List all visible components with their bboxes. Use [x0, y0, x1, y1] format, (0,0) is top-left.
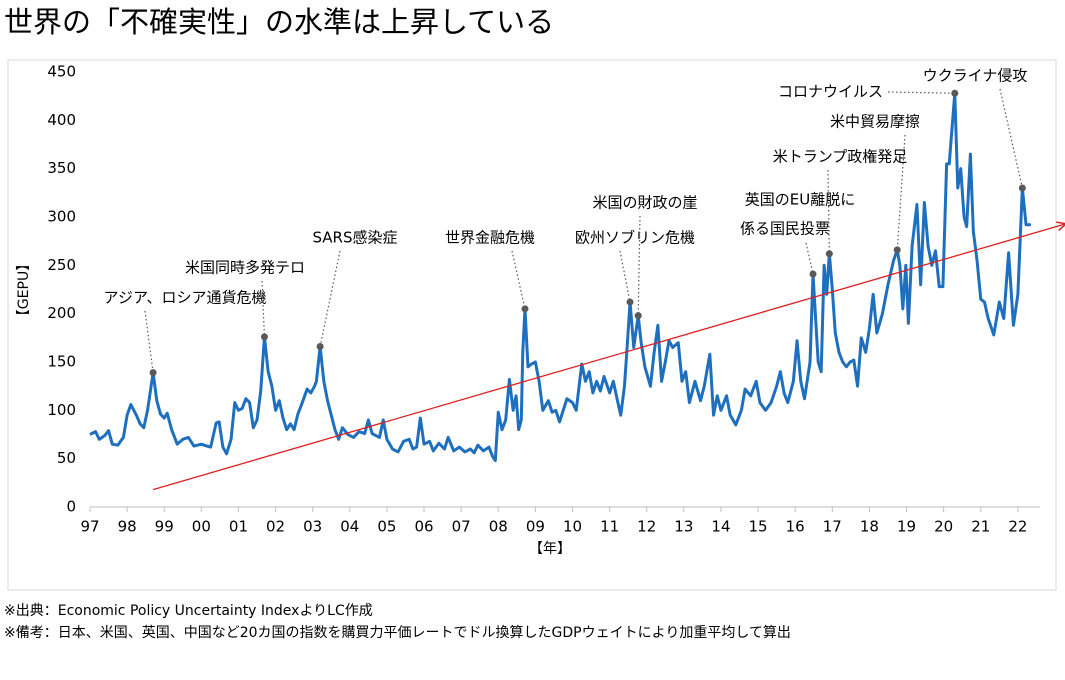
- x-tick-label: 22: [1008, 518, 1027, 536]
- y-tick-label: 150: [47, 353, 76, 371]
- y-tick-label: 0: [66, 498, 76, 516]
- y-tick-label: 50: [57, 449, 76, 467]
- x-tick-label: 03: [303, 518, 322, 536]
- x-tick-label: 97: [80, 518, 99, 536]
- x-tick-label: 08: [489, 518, 508, 536]
- y-tick-label: 100: [47, 401, 76, 419]
- x-tick-label: 11: [600, 518, 619, 536]
- x-tick-label: 00: [192, 518, 211, 536]
- annotation-leader: [805, 242, 814, 275]
- annotation-marker: [149, 369, 157, 377]
- x-tick-label: 21: [971, 518, 990, 536]
- x-tick-label: 99: [155, 518, 174, 536]
- annotation-label: 英国のEU離脱に: [745, 191, 855, 209]
- annotation-leader: [887, 91, 955, 94]
- note: ※出典：Economic Policy Uncertainty IndexよりL…: [4, 603, 373, 619]
- annotation-marker: [825, 250, 833, 258]
- annotation-label: 米中貿易摩擦: [830, 113, 920, 131]
- y-axis-label: 【GEPU】: [16, 257, 32, 323]
- annotation-leader: [144, 310, 154, 373]
- x-tick-label: 12: [637, 518, 656, 536]
- annotation-label: SARS感染症: [312, 229, 397, 247]
- x-tick-label: 18: [860, 518, 879, 536]
- trend-line: [152, 223, 1065, 491]
- chart-frame: [7, 59, 1057, 591]
- note: ※備考：日本、米国、英国、中国など20カ国の指数を購買力平価レートでドル換算した…: [4, 624, 791, 641]
- y-tick-label: 200: [47, 304, 76, 322]
- annotation-label: アジア、ロシア通貨危機: [104, 289, 267, 307]
- x-tick-label: 09: [526, 518, 545, 536]
- x-tick-label: 20: [934, 518, 953, 536]
- annotation-label: 米国同時多発テロ: [185, 259, 305, 277]
- annotation-leader: [319, 250, 341, 347]
- x-tick-label: 05: [377, 518, 396, 536]
- x-tick-label: 16: [786, 518, 805, 536]
- annotation-label: 欧州ソブリン危機: [575, 229, 695, 247]
- y-tick-label: 400: [47, 111, 76, 129]
- annotation-leader: [619, 250, 631, 303]
- trend-arrowhead: [1056, 221, 1065, 232]
- x-tick-label: 98: [118, 518, 137, 536]
- annotation-marker: [634, 312, 642, 320]
- annotation-label: 世界金融危機: [445, 229, 535, 247]
- chart-title: 世界の「不確実性」の水準は上昇している: [4, 5, 554, 39]
- x-tick-label: 01: [229, 518, 248, 536]
- x-tick-label: 02: [266, 518, 285, 536]
- annotation-marker: [521, 305, 529, 313]
- annotation-label: 米トランプ政権発足: [773, 148, 908, 166]
- x-tick-label: 15: [749, 518, 768, 536]
- x-tick-label: 04: [340, 518, 359, 536]
- annotation-marker: [316, 343, 324, 351]
- annotation-label: コロナウイルス: [778, 83, 883, 101]
- annotation-leader: [511, 250, 526, 309]
- x-tick-label: 07: [452, 518, 471, 536]
- y-tick-label: 350: [47, 159, 76, 177]
- y-tick-label: 250: [47, 256, 76, 274]
- annotation-label: 係る国民投票: [740, 220, 830, 238]
- annotation-marker: [260, 333, 268, 341]
- annotation-marker: [1018, 184, 1026, 192]
- annotation-leader: [261, 280, 266, 337]
- x-tick-label: 19: [897, 518, 916, 536]
- annotation-leader: [827, 169, 830, 254]
- x-tick-label: 17: [823, 518, 842, 536]
- y-tick-label: 450: [47, 63, 76, 81]
- annotation-marker: [809, 270, 817, 278]
- annotation-marker: [626, 298, 634, 306]
- x-tick-label: 10: [563, 518, 582, 536]
- annotation-label: ウクライナ侵攻: [923, 67, 1028, 85]
- x-tick-label: 13: [674, 518, 693, 536]
- annotation-label: 米国の財政の崖: [592, 194, 697, 212]
- annotation-leader: [999, 88, 1023, 189]
- annotation-leader: [637, 215, 641, 316]
- x-tick-label: 14: [711, 518, 730, 536]
- x-axis-label: 【年】: [529, 541, 571, 557]
- x-tick-label: 06: [414, 518, 433, 536]
- annotation-marker: [951, 89, 959, 97]
- data-line: [89, 91, 1031, 463]
- annotation-marker: [893, 246, 901, 254]
- y-tick-label: 300: [47, 208, 76, 226]
